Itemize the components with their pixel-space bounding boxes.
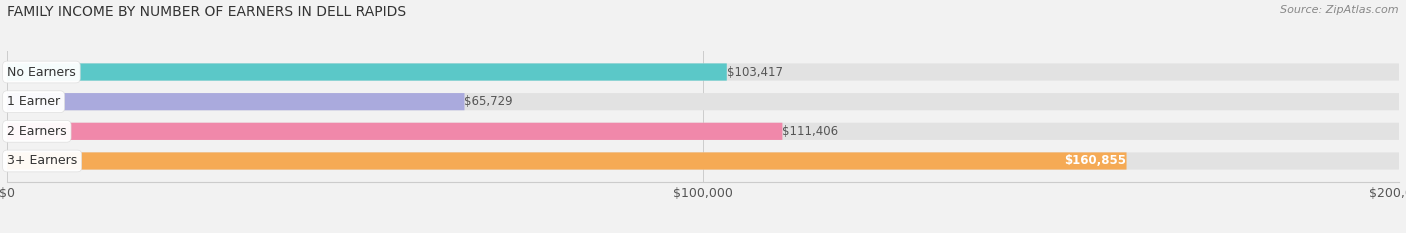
Text: FAMILY INCOME BY NUMBER OF EARNERS IN DELL RAPIDS: FAMILY INCOME BY NUMBER OF EARNERS IN DE… xyxy=(7,5,406,19)
FancyBboxPatch shape xyxy=(7,93,464,110)
FancyBboxPatch shape xyxy=(7,152,1126,170)
Text: 3+ Earners: 3+ Earners xyxy=(7,154,77,168)
Text: $160,855: $160,855 xyxy=(1064,154,1126,168)
Text: 1 Earner: 1 Earner xyxy=(7,95,60,108)
FancyBboxPatch shape xyxy=(7,63,1399,81)
Text: 2 Earners: 2 Earners xyxy=(7,125,66,138)
FancyBboxPatch shape xyxy=(7,152,1399,170)
FancyBboxPatch shape xyxy=(7,93,1399,110)
FancyBboxPatch shape xyxy=(7,63,727,81)
Text: Source: ZipAtlas.com: Source: ZipAtlas.com xyxy=(1281,5,1399,15)
Text: $111,406: $111,406 xyxy=(782,125,838,138)
Text: $65,729: $65,729 xyxy=(464,95,513,108)
FancyBboxPatch shape xyxy=(7,123,1399,140)
Text: No Earners: No Earners xyxy=(7,65,76,79)
Text: $103,417: $103,417 xyxy=(727,65,783,79)
FancyBboxPatch shape xyxy=(7,123,782,140)
